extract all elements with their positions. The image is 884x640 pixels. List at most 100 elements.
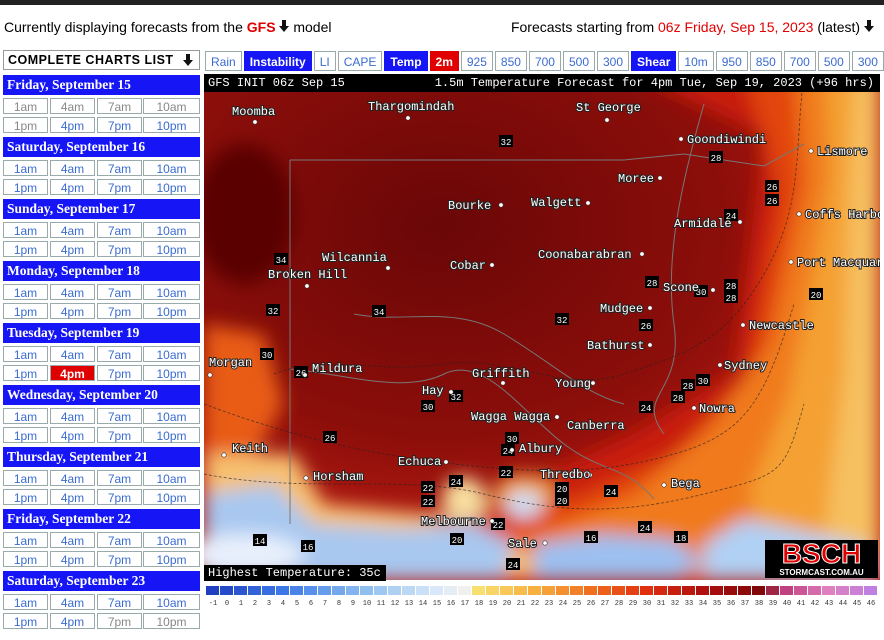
toolbar-item[interactable]: 925 bbox=[460, 51, 493, 71]
toolbar-item[interactable]: 300 bbox=[597, 51, 630, 71]
time-button[interactable]: 1pm bbox=[3, 613, 48, 629]
contour-label: 30 bbox=[507, 435, 518, 445]
time-button[interactable]: 1am bbox=[3, 408, 48, 424]
time-button[interactable]: 10pm bbox=[143, 303, 200, 319]
time-button[interactable]: 1am bbox=[3, 160, 48, 176]
toolbar-item[interactable]: CAPE bbox=[337, 51, 383, 71]
day-header: Friday, September 15 bbox=[3, 75, 200, 95]
time-button[interactable]: 1pm bbox=[3, 179, 48, 195]
time-button[interactable]: 1am bbox=[3, 222, 48, 238]
time-button[interactable]: 10am bbox=[143, 594, 200, 610]
toolbar-item[interactable]: Temp bbox=[384, 51, 428, 71]
time-button[interactable]: 4am bbox=[50, 470, 95, 486]
toolbar-item[interactable]: 850 bbox=[494, 51, 527, 71]
time-button[interactable]: 4pm bbox=[50, 551, 95, 567]
toolbar-item[interactable]: 950 bbox=[715, 51, 748, 71]
time-button[interactable]: 4am bbox=[50, 284, 95, 300]
scale-label: 10 bbox=[363, 600, 371, 608]
time-button[interactable]: 4am bbox=[50, 408, 95, 424]
time-button[interactable]: 10pm bbox=[143, 117, 200, 133]
toolbar-item[interactable]: 300 bbox=[851, 51, 884, 71]
scale-label: 9 bbox=[351, 600, 355, 608]
time-button[interactable]: 7am bbox=[97, 532, 142, 548]
start-link[interactable]: 06z Friday, Sep 15, 2023 bbox=[658, 19, 814, 35]
toolbar-item[interactable]: 10m bbox=[678, 51, 714, 71]
time-button[interactable]: 4am bbox=[50, 594, 95, 610]
time-button[interactable]: 10pm bbox=[143, 551, 200, 567]
time-button[interactable]: 1pm bbox=[3, 365, 48, 381]
time-button[interactable]: 10am bbox=[143, 222, 200, 238]
time-button[interactable]: 10am bbox=[143, 532, 200, 548]
toolbar-item[interactable]: 500 bbox=[562, 51, 595, 71]
contour-label-box bbox=[260, 348, 274, 360]
time-button[interactable]: 7am bbox=[97, 346, 142, 362]
time-button[interactable]: 7pm bbox=[97, 241, 142, 257]
toolbar-item[interactable]: 2m bbox=[429, 51, 459, 71]
time-button[interactable]: 4am bbox=[50, 98, 95, 114]
time-button[interactable]: 4am bbox=[50, 532, 95, 548]
time-button[interactable]: 1pm bbox=[3, 303, 48, 319]
time-button[interactable]: 4pm bbox=[50, 613, 95, 629]
scale-label: 26 bbox=[587, 600, 595, 608]
time-button[interactable]: 7am bbox=[97, 470, 142, 486]
time-button[interactable]: 4am bbox=[50, 160, 95, 176]
toolbar-item[interactable]: Instability bbox=[243, 51, 312, 71]
time-button[interactable]: 1am bbox=[3, 284, 48, 300]
time-button[interactable]: 4am bbox=[50, 222, 95, 238]
time-button[interactable]: 7pm bbox=[97, 613, 142, 629]
time-button[interactable]: 10pm bbox=[143, 613, 200, 629]
time-button[interactable]: 10pm bbox=[143, 489, 200, 505]
time-button[interactable]: 4pm bbox=[50, 303, 95, 319]
time-button[interactable]: 4pm bbox=[50, 365, 95, 381]
toolbar-item[interactable]: LI bbox=[313, 51, 336, 71]
time-button[interactable]: 1pm bbox=[3, 551, 48, 567]
time-button[interactable]: 7pm bbox=[97, 179, 142, 195]
model-link[interactable]: GFS bbox=[246, 19, 276, 35]
toolbar-item[interactable]: 700 bbox=[783, 51, 816, 71]
time-button[interactable]: 7pm bbox=[97, 303, 142, 319]
time-button[interactable]: 4pm bbox=[50, 489, 95, 505]
time-button[interactable]: 4pm bbox=[50, 241, 95, 257]
time-button[interactable]: 10am bbox=[143, 408, 200, 424]
time-button[interactable]: 10am bbox=[143, 98, 200, 114]
time-button[interactable]: 7pm bbox=[97, 365, 142, 381]
time-button[interactable]: 1am bbox=[3, 594, 48, 610]
time-button[interactable]: 7pm bbox=[97, 489, 142, 505]
toolbar-item[interactable]: 500 bbox=[817, 51, 850, 71]
time-button[interactable]: 7am bbox=[97, 594, 142, 610]
time-button[interactable]: 7pm bbox=[97, 427, 142, 443]
toolbar-item[interactable]: Shear bbox=[631, 51, 677, 71]
time-button[interactable]: 7pm bbox=[97, 117, 142, 133]
time-button[interactable]: 1am bbox=[3, 532, 48, 548]
time-button[interactable]: 4pm bbox=[50, 117, 95, 133]
time-button[interactable]: 7am bbox=[97, 284, 142, 300]
time-button[interactable]: 1pm bbox=[3, 117, 48, 133]
time-button[interactable]: 7am bbox=[97, 98, 142, 114]
time-button[interactable]: 10pm bbox=[143, 365, 200, 381]
time-button[interactable]: 10am bbox=[143, 346, 200, 362]
time-button[interactable]: 7pm bbox=[97, 551, 142, 567]
time-button[interactable]: 4pm bbox=[50, 179, 95, 195]
time-button[interactable]: 10am bbox=[143, 470, 200, 486]
time-button[interactable]: 1pm bbox=[3, 489, 48, 505]
time-button[interactable]: 1pm bbox=[3, 427, 48, 443]
time-button[interactable]: 10pm bbox=[143, 241, 200, 257]
time-button[interactable]: 1am bbox=[3, 346, 48, 362]
city-label: Scone bbox=[663, 281, 699, 295]
time-button[interactable]: 10am bbox=[143, 284, 200, 300]
time-button[interactable]: 1am bbox=[3, 98, 48, 114]
time-button[interactable]: 10am bbox=[143, 160, 200, 176]
time-button[interactable]: 4pm bbox=[50, 427, 95, 443]
toolbar-item[interactable]: 850 bbox=[749, 51, 782, 71]
time-button[interactable]: 7am bbox=[97, 160, 142, 176]
time-button[interactable]: 10pm bbox=[143, 427, 200, 443]
time-button[interactable]: 4am bbox=[50, 346, 95, 362]
charts-list-header[interactable]: COMPLETE CHARTS LIST bbox=[3, 50, 200, 70]
time-button[interactable]: 7am bbox=[97, 408, 142, 424]
time-button[interactable]: 7am bbox=[97, 222, 142, 238]
time-button[interactable]: 10pm bbox=[143, 179, 200, 195]
time-button[interactable]: 1am bbox=[3, 470, 48, 486]
toolbar-item[interactable]: Rain bbox=[205, 51, 242, 71]
time-button[interactable]: 1pm bbox=[3, 241, 48, 257]
toolbar-item[interactable]: 700 bbox=[528, 51, 561, 71]
